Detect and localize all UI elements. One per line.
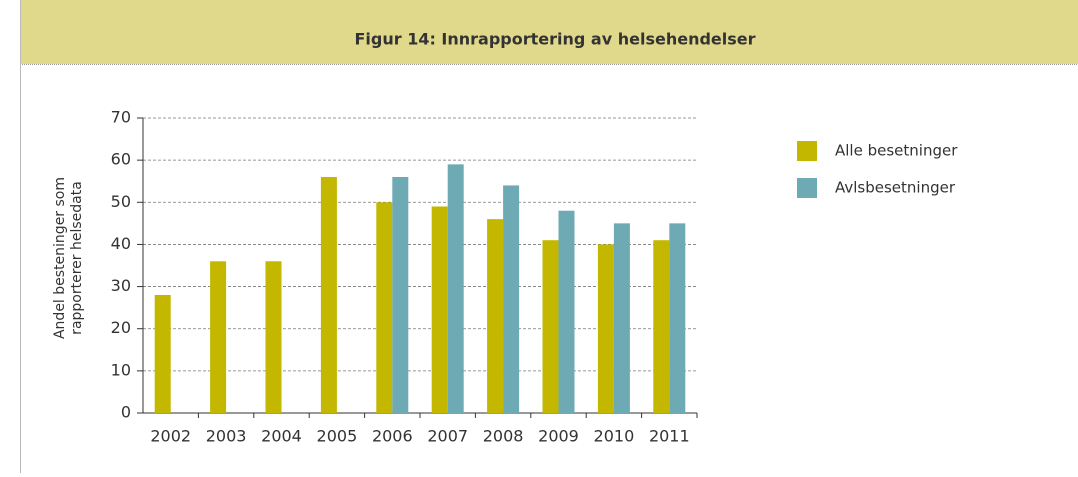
x-tick-label: 2009 xyxy=(538,427,579,446)
bar xyxy=(613,223,630,413)
bar xyxy=(154,295,171,413)
bar xyxy=(558,210,575,413)
bar xyxy=(376,202,393,413)
x-tick-label: 2011 xyxy=(649,427,690,446)
bar xyxy=(503,185,520,413)
bar xyxy=(653,240,670,413)
legend-swatch xyxy=(797,178,817,198)
bar xyxy=(431,206,448,413)
bar xyxy=(392,177,409,413)
y-tick-label: 10 xyxy=(111,360,131,379)
x-tick-label: 2007 xyxy=(427,427,468,446)
bar xyxy=(669,223,686,413)
y-tick-label: 30 xyxy=(111,276,131,295)
y-tick-label: 40 xyxy=(111,234,131,253)
legend-label: Alle besetninger xyxy=(835,142,958,160)
legend-swatch xyxy=(797,141,817,161)
x-tick-label: 2008 xyxy=(483,427,524,446)
x-tick-label: 2010 xyxy=(594,427,635,446)
bar xyxy=(487,219,504,413)
x-tick-label: 2006 xyxy=(372,427,413,446)
x-tick-label: 2005 xyxy=(317,427,358,446)
x-tick-label: 2002 xyxy=(150,427,191,446)
legend-label: Avlsbesetninger xyxy=(835,179,956,197)
x-tick-label: 2004 xyxy=(261,427,302,446)
bar xyxy=(597,244,614,413)
y-tick-label: 70 xyxy=(111,108,131,127)
y-axis-label: Andel besteninger som xyxy=(52,177,68,339)
chart-title: Figur 14: Innrapportering av helsehendel… xyxy=(354,30,755,49)
bar xyxy=(320,177,337,413)
y-tick-label: 60 xyxy=(111,150,131,169)
y-axis-label: rapporterer helsedata xyxy=(69,181,85,335)
bar xyxy=(542,240,559,413)
y-tick-label: 0 xyxy=(121,403,131,422)
y-tick-label: 50 xyxy=(111,192,131,211)
x-tick-label: 2003 xyxy=(206,427,247,446)
header-band xyxy=(20,0,1078,64)
bar xyxy=(210,261,227,413)
bar xyxy=(447,164,464,413)
y-tick-label: 20 xyxy=(111,318,131,337)
bar xyxy=(265,261,282,413)
